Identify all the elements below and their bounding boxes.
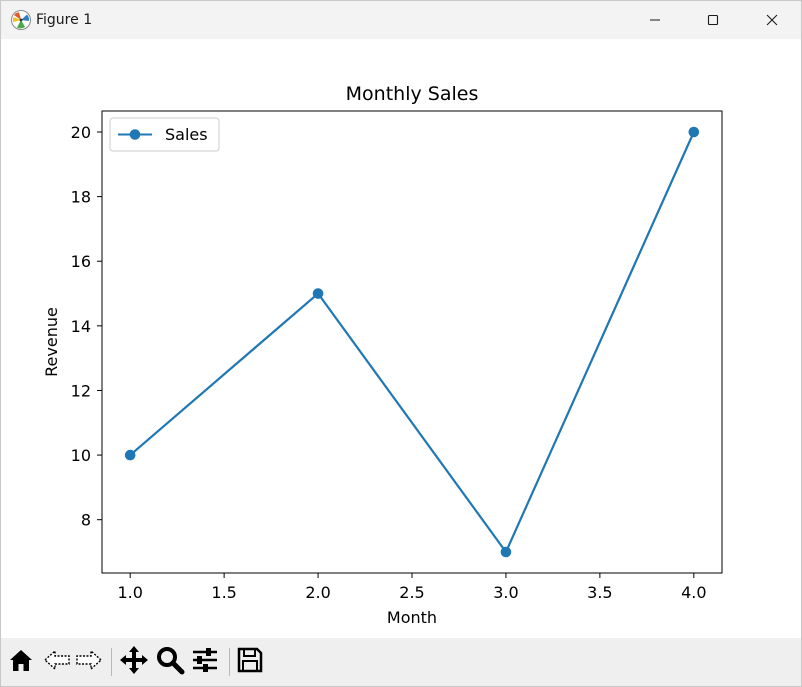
- y-axis-label: Revenue: [42, 307, 61, 377]
- save-icon: [236, 646, 264, 678]
- minimize-button[interactable]: [626, 1, 684, 39]
- zoom-button[interactable]: [154, 646, 186, 678]
- y-tick-label: 10: [71, 446, 91, 465]
- data-point: [312, 288, 324, 299]
- data-point: [500, 546, 512, 558]
- legend-box: [109, 117, 220, 152]
- pan-icon: [119, 645, 149, 679]
- x-tick-label: 3.5: [587, 583, 612, 602]
- zoom-icon: [155, 645, 185, 679]
- x-tick-label: 4.0: [681, 583, 706, 602]
- close-icon: [766, 11, 778, 30]
- line-chart: 1.0 1.5 2.0 2.5 3.0 3.5 4.0 8 10 12 14 16 18 20 Month…: [42, 83, 723, 627]
- axes-frame: [101, 110, 723, 574]
- x-tick-label: 2.5: [399, 583, 424, 602]
- x-tick-label: 1.0: [117, 583, 142, 602]
- maximize-button[interactable]: [684, 1, 742, 39]
- close-button[interactable]: [743, 1, 801, 39]
- configure-icon: [190, 645, 220, 679]
- legend-label-sales: Sales: [165, 125, 208, 144]
- data-point: [688, 126, 700, 138]
- plot-marks: 1.0 1.5 2.0 2.5 3.0 3.5 4.0 8 10 12 14 16 18 20: [71, 123, 707, 602]
- window-title: Figure 1: [36, 12, 93, 28]
- navigation-toolbar: [1, 638, 801, 686]
- y-tick-label: 20: [71, 123, 91, 142]
- x-axis-label: Month: [387, 608, 437, 627]
- toolbar-separator: [111, 648, 112, 676]
- y-tick-label: 14: [71, 317, 91, 336]
- pan-button[interactable]: [118, 646, 150, 678]
- back-button[interactable]: [41, 646, 73, 678]
- save-button[interactable]: [234, 646, 266, 678]
- forward-icon: [75, 646, 103, 678]
- y-tick-label: 8: [81, 511, 91, 530]
- figure-canvas[interactable]: 1.0 1.5 2.0 2.5 3.0 3.5 4.0 8 10 12 14 16 18 20 Month…: [1, 39, 801, 638]
- back-icon: [43, 646, 71, 678]
- matplotlib-app-icon: [10, 9, 32, 31]
- x-tick-label: 2.0: [305, 583, 330, 602]
- home-button[interactable]: [5, 646, 37, 678]
- home-icon: [7, 646, 35, 678]
- title-bar[interactable]: Figure 1: [1, 1, 801, 39]
- x-tick-label: 3.0: [493, 583, 518, 602]
- legend: Sales: [109, 117, 220, 152]
- data-point: [124, 449, 136, 461]
- legend-marker: [129, 129, 141, 140]
- toolbar-separator: [229, 648, 230, 676]
- x-tick-label: 1.5: [211, 583, 236, 602]
- forward-button[interactable]: [73, 646, 105, 678]
- y-tick-label: 16: [71, 252, 91, 271]
- y-tick-label: 18: [71, 188, 91, 207]
- y-tick-label: 12: [71, 381, 91, 400]
- series-line-sales: [129, 131, 695, 554]
- maximize-icon: [707, 11, 719, 30]
- configure-subplots-button[interactable]: [189, 646, 221, 678]
- chart-title: Monthly Sales: [346, 83, 479, 105]
- minimize-icon: [649, 11, 661, 30]
